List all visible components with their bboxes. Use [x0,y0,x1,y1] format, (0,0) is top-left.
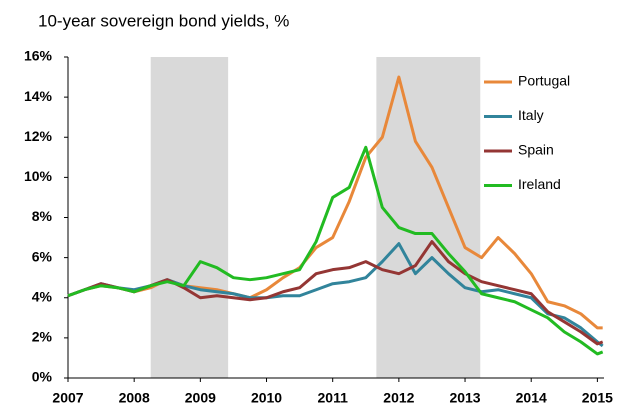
series-line [67,240,604,346]
y-tick-label: 8% [32,208,53,224]
legend-label: Ireland [518,176,561,192]
x-tick-label: 2008 [119,390,150,406]
series-line [67,242,604,348]
x-tick-label: 2015 [582,390,613,406]
y-tick-label: 12% [24,128,53,144]
series-line [67,145,604,356]
x-tick-label: 2014 [516,390,547,406]
recession-band [376,57,481,378]
y-tick-label: 2% [32,329,53,345]
y-tick-label: 0% [32,369,53,385]
chart-title: 10-year sovereign bond yields, % [38,11,289,30]
legend-label: Portugal [518,73,570,89]
legend-label: Spain [518,142,554,158]
x-tick-label: 2010 [251,390,282,406]
x-tick-label: 2007 [52,390,83,406]
recession-band [150,57,229,378]
x-tick-label: 2013 [449,390,480,406]
legend-label: Italy [518,107,544,123]
y-tick-label: 10% [24,168,53,184]
y-tick-label: 6% [32,248,53,264]
y-tick-label: 16% [24,48,53,64]
x-tick-label: 2012 [383,390,414,406]
x-tick-label: 2011 [318,390,349,406]
x-tick-label: 2009 [185,390,216,406]
y-tick-label: 4% [32,288,53,304]
y-tick-label: 14% [24,88,53,104]
